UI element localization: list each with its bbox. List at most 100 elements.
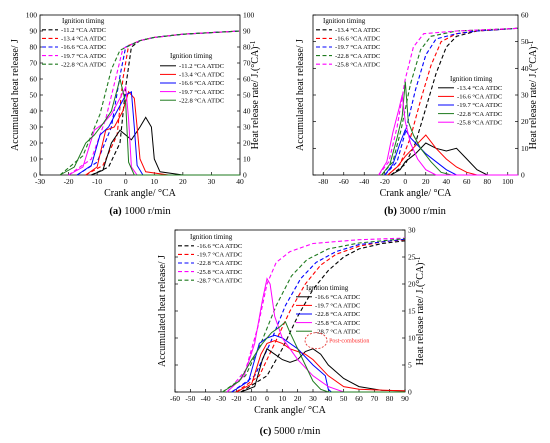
caption-letter: (a): [109, 206, 122, 217]
legend-label-accumulated: -25.8 °CA ATDC: [335, 61, 381, 68]
x-tick-label: -20: [64, 177, 74, 186]
rate-series-line-3: [384, 128, 518, 176]
caption-text: 3000 r/min: [397, 206, 447, 217]
x-tick-label: -40: [359, 177, 369, 186]
x-tick-label: -80: [318, 177, 328, 186]
legend-title-rate: Ignition timing: [170, 52, 213, 60]
x-tick-label: 80: [386, 394, 394, 403]
x-tick-label: 30: [309, 394, 317, 403]
legend-label-accumulated: -22.8 °CA ATDC: [197, 260, 243, 267]
y-right-axis-label: Heat release rate/ J.(°CA)-1: [527, 40, 539, 149]
x-tick-label: 20: [179, 177, 187, 186]
x-tick-label: 10: [151, 177, 159, 186]
accumulated-series-line-5: [222, 238, 406, 393]
y-right-tick-label: 25: [408, 253, 416, 262]
chart-a: -30 -20 -10 0 10 20 30 400102030405060708090100…: [10, 11, 261, 218]
post-combustion-marker: [304, 332, 328, 350]
rate-series-line-1: [240, 348, 406, 393]
legend-label-accumulated: -28.7 °CA ATDC: [197, 277, 243, 284]
y-right-tick-label: 0: [243, 171, 247, 180]
rate-series-line-4: [381, 81, 518, 176]
x-tick-label: -50: [185, 394, 195, 403]
caption-letter: (c): [260, 426, 272, 437]
x-tick-label: 60: [355, 394, 363, 403]
legend-label-accumulated: -16.6 °CA ATDC: [61, 44, 107, 51]
rate-series-line-4: [68, 85, 240, 176]
y-right-tick-label: 60: [243, 75, 251, 84]
y-right-tick-label: 60: [521, 11, 529, 20]
legend-label-rate: -16.6 °CA ATDC: [315, 294, 361, 301]
legend-label-accumulated: -13.4 °CA ATDC: [61, 36, 107, 43]
y-left-tick-label: 0: [33, 171, 37, 180]
x-tick-label: 50: [340, 394, 348, 403]
y-right-tick-label: 15: [408, 307, 416, 316]
accumulated-series-line-3: [384, 27, 519, 176]
legend-label-rate: -13.4 °CA ATDC: [179, 72, 225, 79]
x-tick-label: 0: [403, 177, 407, 186]
y-left-tick-label: 20: [30, 139, 38, 148]
y-right-tick-label: 100: [243, 11, 255, 20]
x-tick-label: -60: [170, 394, 180, 403]
legend-label-rate: -22.8 °CA ATDC: [457, 111, 503, 118]
legend-label-accumulated: -19.7 °CA ATDC: [61, 53, 107, 60]
y-right-tick-label: 50: [243, 91, 251, 100]
post-combustion-label: Post-combustion: [329, 339, 369, 345]
y-right-tick-label: 30: [243, 123, 251, 132]
legend-label-rate: -16.6 °CA ATDC: [457, 94, 503, 101]
rate-series-line-1: [91, 116, 240, 176]
legend-label-accumulated: -25.8 °CA ATDC: [197, 269, 243, 276]
x-tick-label: 100: [502, 177, 514, 186]
y-right-tick-label: 70: [243, 59, 251, 68]
x-tick-label: 70: [371, 394, 379, 403]
y-right-axis-label-sup: -1: [527, 40, 535, 46]
y-right-tick-label: 10: [408, 334, 416, 343]
y-right-tick-label: 0: [408, 388, 412, 397]
x-tick-label: 20: [422, 177, 430, 186]
chart-c: -60 -50 -40 -30 -20 -10 0 10 20 30 40 50 60 70 80 90051…: [157, 226, 426, 438]
legend-title-accumulated: Ignition timing: [62, 17, 105, 25]
y-left-tick-label: 80: [30, 43, 38, 52]
y-left-tick-label: 70: [30, 59, 38, 68]
legend-label-accumulated: -19.7 °CA ATDC: [197, 252, 243, 259]
x-tick-label: -30: [216, 394, 226, 403]
y-left-tick-label: 90: [30, 27, 38, 36]
y-right-axis-label: Heat release rate/ J.(°CA)-1: [249, 40, 261, 149]
y-right-axis-label-text: Heat release rate/ J.(°CA): [415, 263, 426, 366]
x-tick-label: 0: [124, 177, 128, 186]
legend-label-rate: -16.6 °CA ATDC: [179, 80, 225, 87]
x-tick-label: 40: [443, 177, 451, 186]
y-left-tick-label: 40: [30, 107, 38, 116]
rate-series-line-2: [236, 340, 406, 393]
x-tick-label: -10: [247, 394, 257, 403]
y-right-tick-label: 30: [521, 91, 529, 100]
y-right-axis-label-text: Heat release rate/ J.(°CA): [250, 47, 261, 150]
legend-label-rate: -25.8 °CA ATDC: [315, 320, 361, 327]
legend-label-rate: -25.8 °CA ATDC: [457, 119, 503, 126]
legend-label-rate: -11.2 °CA ATDC: [179, 63, 225, 70]
legend-title-rate: Ignition timing: [450, 75, 493, 83]
y-left-axis-label: Accumulated heat release/ J: [157, 255, 168, 367]
x-axis-label: Crank angle/ °CA: [104, 188, 177, 199]
accumulated-series-line-5: [59, 30, 241, 176]
accumulated-series-line-4: [381, 27, 519, 176]
legend-label-rate: -19.7 °CA ATDC: [457, 102, 503, 109]
x-tick-label: 0: [265, 394, 269, 403]
legend-label-rate: -19.7 °CA ATDC: [315, 303, 361, 310]
y-right-tick-label: 20: [408, 280, 416, 289]
x-tick-label: 80: [484, 177, 492, 186]
x-axis-label: Crank angle/ °CA: [380, 188, 453, 199]
legend-label-rate: -22.8 °CA ATDC: [315, 311, 361, 318]
y-right-tick-label: 40: [243, 107, 251, 116]
rate-series-line-1: [390, 142, 518, 176]
x-tick-label: 20: [294, 394, 302, 403]
y-right-axis-label: Heat release rate/ J.(°CA)-1: [414, 256, 426, 365]
caption-text: 1000 r/min: [122, 206, 172, 217]
legend-label-rate: -13.4 °CA ATDC: [457, 85, 503, 92]
x-tick-label: 40: [236, 177, 244, 186]
legend-label-accumulated: -22.8 °CA ATDC: [61, 61, 107, 68]
legend-label-rate: -22.8 °CA ATDC: [179, 97, 225, 104]
y-right-tick-label: 30: [408, 226, 416, 235]
chart-caption: (a) 1000 r/min: [109, 206, 171, 217]
legend-label-accumulated: -22.8 °CA ATDC: [335, 53, 381, 60]
y-right-tick-label: 90: [243, 27, 251, 36]
